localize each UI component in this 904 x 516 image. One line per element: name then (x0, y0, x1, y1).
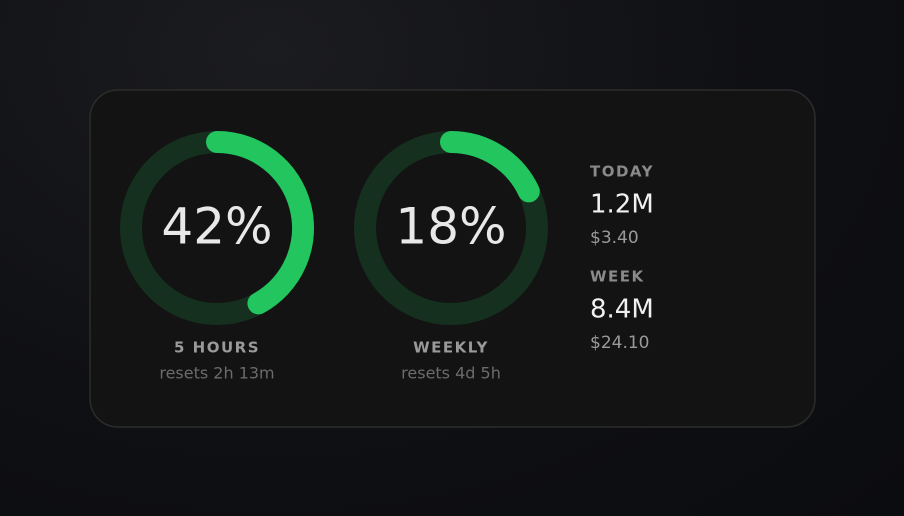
stat-label: WEEK (590, 268, 645, 286)
percent: 42% (161, 198, 272, 256)
percent: 18% (395, 198, 506, 256)
gauge-label: 5 HOURS (174, 339, 260, 357)
stat-label: TODAY (590, 163, 654, 181)
gauge-label: WEEKLY (413, 339, 489, 357)
gauge-sublabel: resets 2h 13m (159, 364, 274, 383)
stat-cost: $24.10 (590, 333, 649, 353)
stat-tokens: 8.4M (590, 295, 654, 325)
stat-cost: $3.40 (590, 228, 639, 248)
stat-tokens: 1.2M (590, 190, 654, 220)
ring-progress (440, 131, 540, 203)
ring-progress (206, 131, 314, 315)
gauge-sublabel: resets 4d 5h (401, 364, 501, 383)
